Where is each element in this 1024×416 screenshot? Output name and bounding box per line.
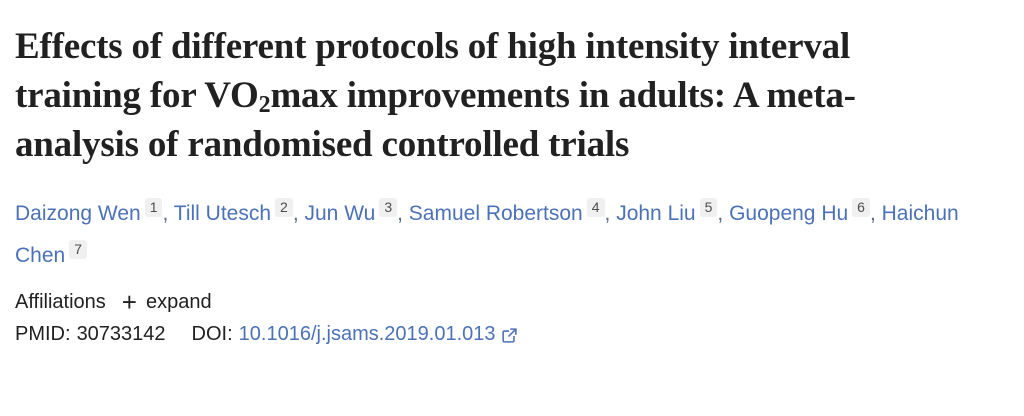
expand-label: expand xyxy=(145,291,212,313)
pmid-value: 30733142 xyxy=(76,323,166,345)
doi-group: DOI: 10.1016/j.jsams.2019.01.013 xyxy=(192,323,518,346)
author-separator: , xyxy=(604,202,617,225)
affiliations-row: Affiliations + expand xyxy=(15,286,1008,317)
author-affiliation-badge[interactable]: 3 xyxy=(379,198,398,217)
external-link-icon xyxy=(501,328,517,343)
article-title-subscript: 2 xyxy=(258,92,271,118)
plus-icon: + xyxy=(121,286,137,317)
article-title-post: max improvements in adults: A meta-analy… xyxy=(15,75,856,165)
author-affiliation-badge[interactable]: 4 xyxy=(586,198,605,217)
author-affiliation-badge[interactable]: 5 xyxy=(699,198,718,217)
author-link[interactable]: Guopeng Hu xyxy=(729,202,849,225)
author-link[interactable]: Haichun Chen xyxy=(15,202,959,267)
doi-link[interactable]: 10.1016/j.jsams.2019.01.013 xyxy=(239,323,518,346)
author-separator: , xyxy=(397,202,409,225)
expand-affiliations-button[interactable]: + expand xyxy=(121,286,212,317)
identifiers-row: PMID: 30733142 DOI: 10.1016/j.jsams.2019… xyxy=(15,323,1008,346)
affiliations-label: Affiliations xyxy=(15,291,106,313)
article-header: Effects of different protocols of high i… xyxy=(15,22,1008,346)
authors-list: Daizong Wen 1, Till Utesch 2, Jun Wu 3, Sam… xyxy=(15,193,975,277)
pmid-label: PMID: xyxy=(15,323,71,345)
author-link[interactable]: John Liu xyxy=(616,202,696,225)
doi-value: 10.1016/j.jsams.2019.01.013 xyxy=(238,323,496,345)
author-affiliation-badge[interactable]: 2 xyxy=(275,198,293,217)
author-link[interactable]: Samuel Robertson xyxy=(408,202,583,225)
article-title-pre: Effects of different protocols of high i… xyxy=(15,26,851,116)
author-separator: , xyxy=(869,202,882,225)
author-affiliation-badge[interactable]: 6 xyxy=(852,198,870,217)
author-separator: , xyxy=(717,202,730,225)
author-link[interactable]: Daizong Wen xyxy=(15,202,141,225)
author-affiliation-badge[interactable]: 1 xyxy=(144,198,163,217)
article-title: Effects of different protocols of high i… xyxy=(15,22,967,169)
pmid-group: PMID: 30733142 xyxy=(15,323,166,346)
author-link[interactable]: Jun Wu xyxy=(304,202,376,225)
author-separator: , xyxy=(292,202,305,225)
author-affiliation-badge[interactable]: 7 xyxy=(69,240,87,259)
doi-label: DOI: xyxy=(191,323,233,345)
author-separator: , xyxy=(162,202,174,225)
author-link[interactable]: Till Utesch xyxy=(173,202,272,225)
